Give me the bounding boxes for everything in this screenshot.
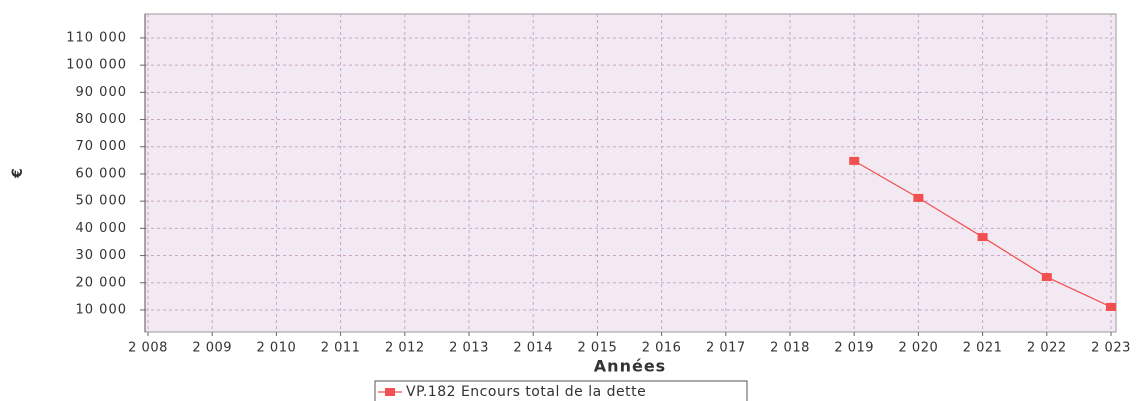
x-tick-label: 2 013 (449, 341, 489, 356)
marker (913, 193, 924, 202)
marker (1106, 302, 1116, 311)
x-tick-label: 2 022 (1027, 341, 1067, 356)
x-tick-label: 2 009 (192, 341, 232, 356)
y-tick-label: 70 000 (76, 139, 128, 154)
x-tick-label: 2 016 (642, 341, 682, 356)
y-tick-label: 80 000 (76, 112, 128, 127)
marker (849, 156, 860, 165)
x-tick-label: 2 019 (834, 341, 874, 356)
y-tick-label: 50 000 (76, 194, 128, 209)
y-tick-label: 60 000 (76, 166, 128, 181)
y-tick-label: 90 000 (76, 85, 128, 100)
x-tick-label: 2 010 (257, 341, 297, 356)
y-tick-label: 100 000 (66, 58, 127, 73)
y-axis-label: € (10, 168, 26, 179)
x-tick-label: 2 021 (963, 341, 1003, 356)
plot-area (144, 13, 1117, 333)
x-tick-label: 2 011 (321, 341, 361, 356)
legend-label: VP.182 Encours total de la dette (406, 384, 646, 400)
y-tick-label: 30 000 (76, 248, 128, 263)
y-tick-label: 10 000 (76, 302, 128, 317)
x-tick-label: 2 017 (706, 341, 746, 356)
legend-marker (385, 388, 395, 396)
x-tick-label: 2 018 (770, 341, 810, 356)
x-axis-label: Années (594, 357, 666, 376)
legend (374, 380, 748, 401)
marker (977, 233, 988, 242)
x-tick-label: 2 014 (513, 341, 553, 356)
x-tick-label: 2 008 (128, 341, 168, 356)
y-tick-label: 40 000 (76, 221, 128, 236)
x-tick-label: 2 020 (899, 341, 939, 356)
y-tick-label: 110 000 (66, 30, 127, 45)
marker (1041, 273, 1052, 282)
x-tick-label: 2 023 (1091, 341, 1131, 356)
y-tick-label: 20 000 (76, 275, 128, 290)
x-tick-label: 2 015 (578, 341, 618, 356)
x-tick-label: 2 012 (385, 341, 425, 356)
